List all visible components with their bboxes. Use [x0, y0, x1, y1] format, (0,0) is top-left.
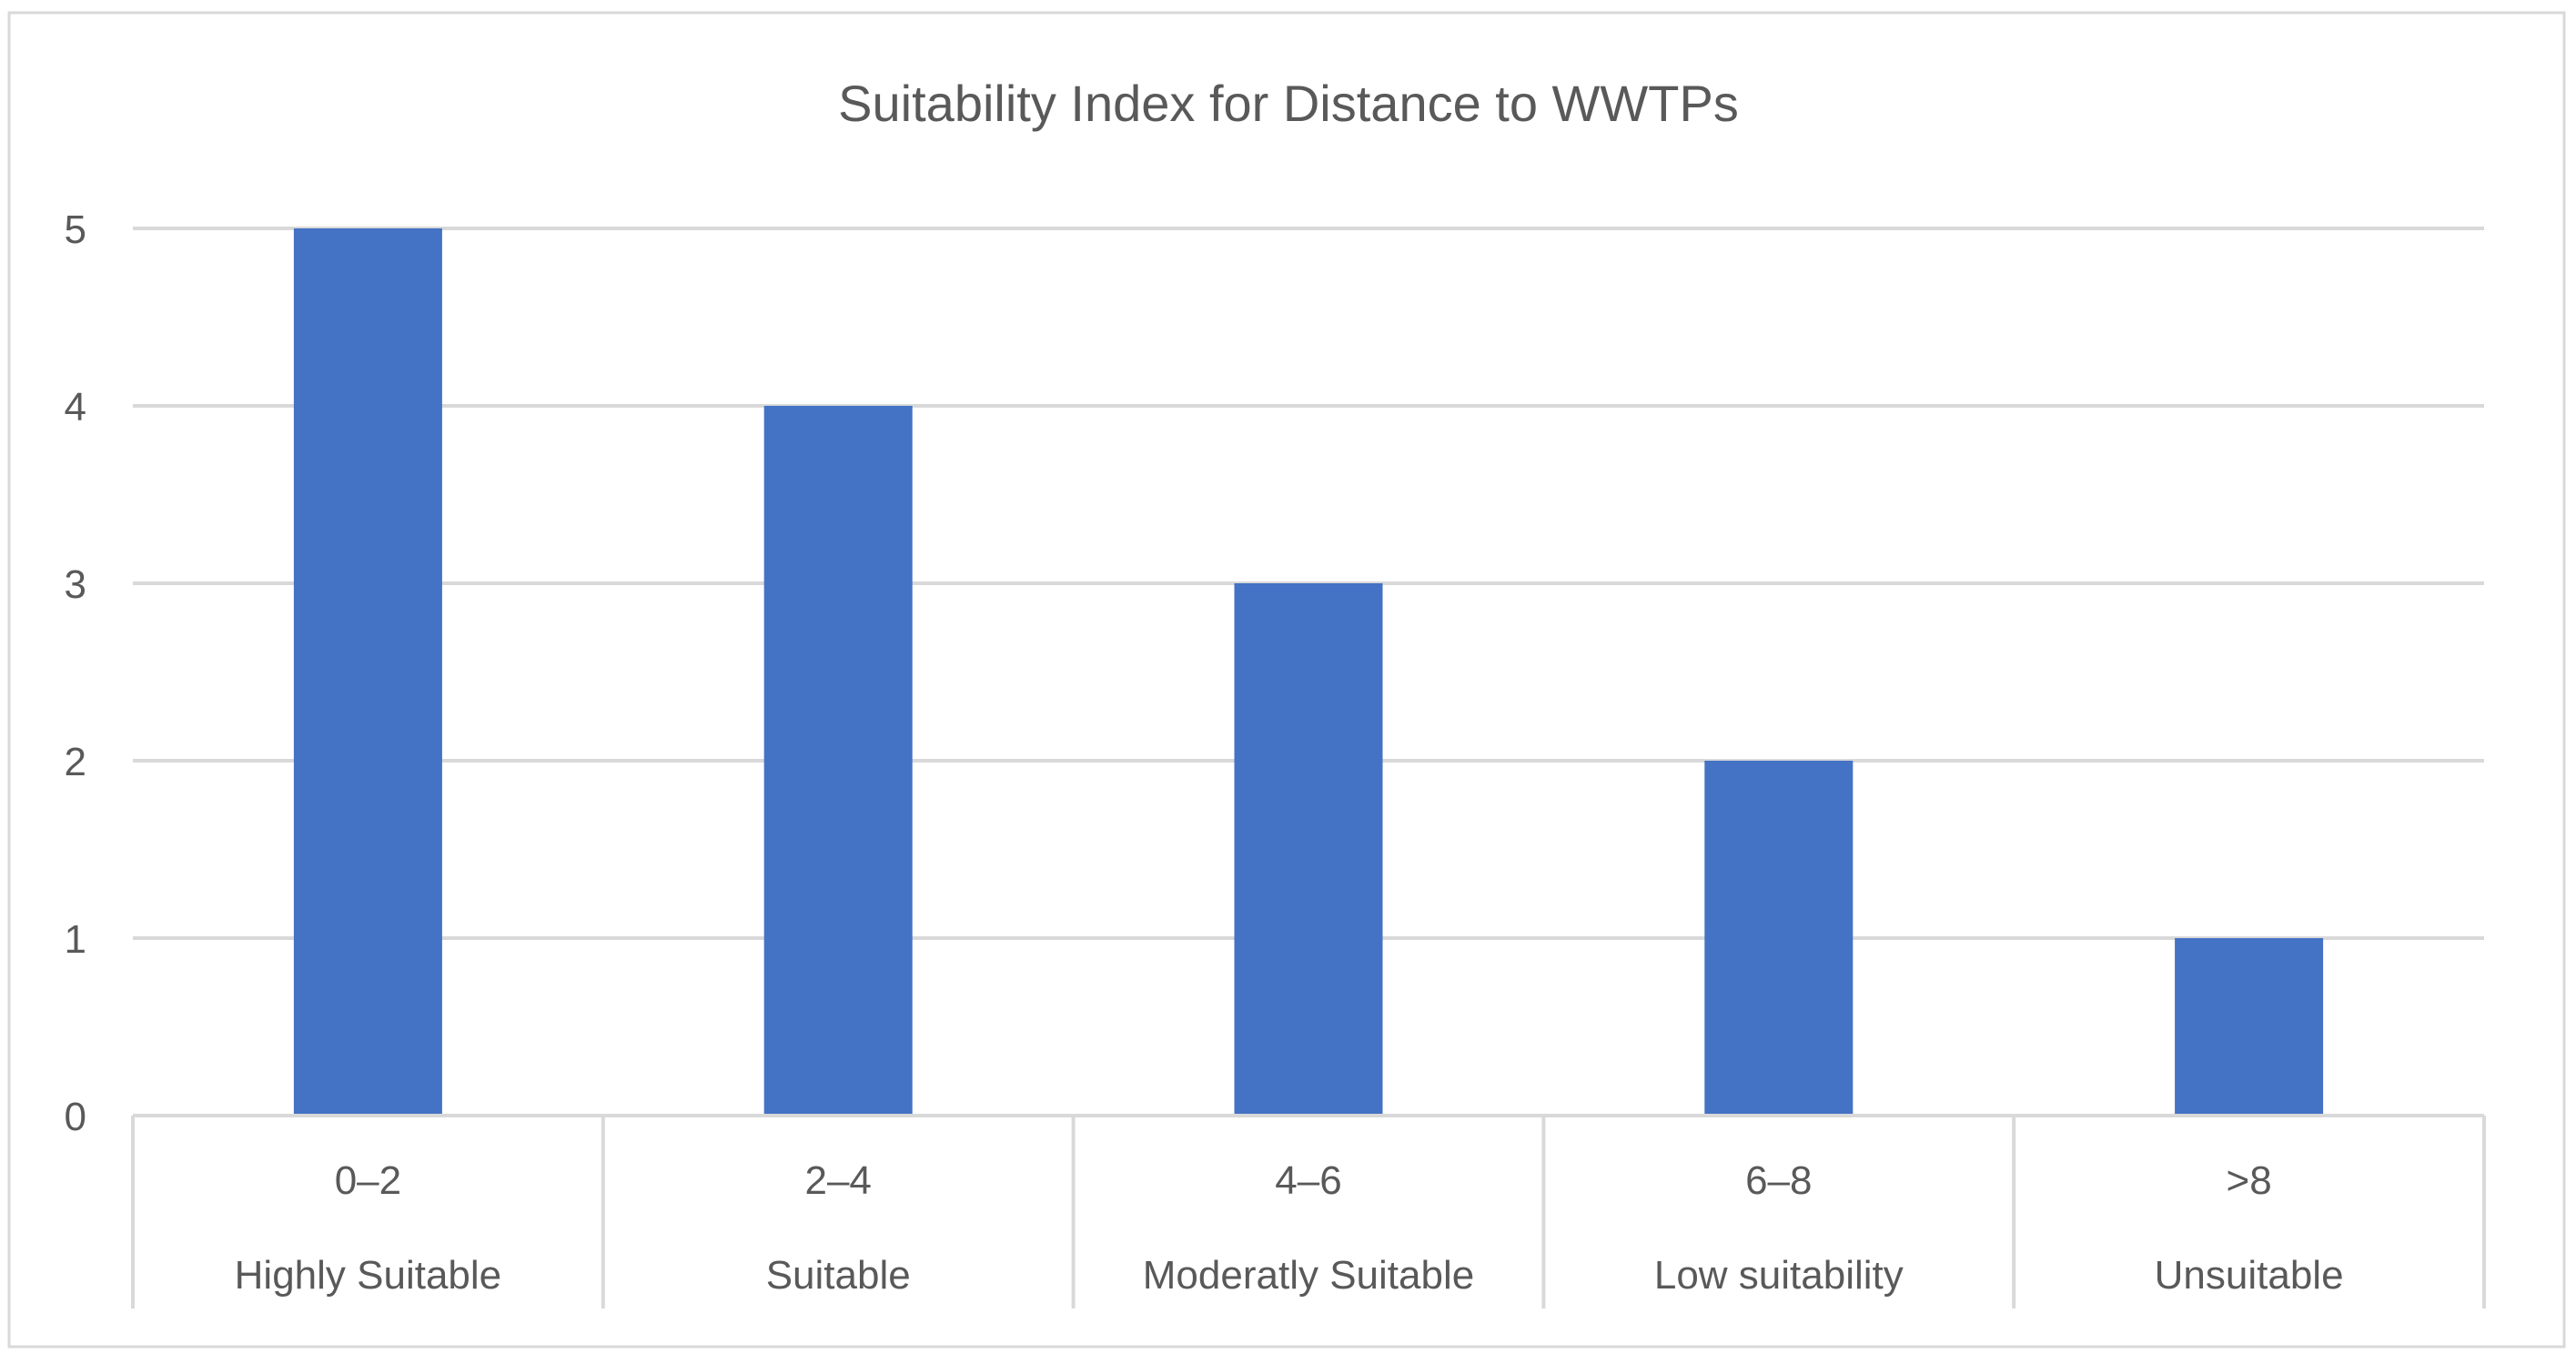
bar — [2175, 938, 2324, 1116]
y-tick-label: 0 — [65, 1095, 86, 1139]
chart-title: Suitability Index for Distance to WWTPs — [838, 75, 1739, 132]
y-tick-label: 3 — [65, 562, 86, 607]
x-tick-label: 0–2 — [335, 1158, 401, 1203]
bar — [763, 406, 913, 1116]
y-tick-label: 1 — [65, 917, 86, 962]
bar — [1234, 583, 1383, 1116]
x-tick-sublabel: Low suitability — [1654, 1253, 1904, 1298]
x-tick-sublabel: Highly Suitable — [235, 1253, 502, 1298]
y-tick-label: 5 — [65, 207, 86, 252]
x-tick-sublabel: Unsuitable — [2155, 1253, 2344, 1298]
y-tick-label: 2 — [65, 740, 86, 784]
x-tick-sublabel: Moderatly Suitable — [1143, 1253, 1474, 1298]
x-tick-label: 4–6 — [1275, 1158, 1341, 1203]
x-tick-label: >8 — [2227, 1158, 2272, 1203]
bar — [293, 228, 442, 1116]
x-tick-sublabel: Suitable — [766, 1253, 911, 1298]
x-tick-label: 2–4 — [804, 1158, 871, 1203]
x-tick-label: 6–8 — [1745, 1158, 1812, 1203]
y-tick-label: 4 — [65, 385, 86, 429]
bar — [1704, 761, 1854, 1116]
